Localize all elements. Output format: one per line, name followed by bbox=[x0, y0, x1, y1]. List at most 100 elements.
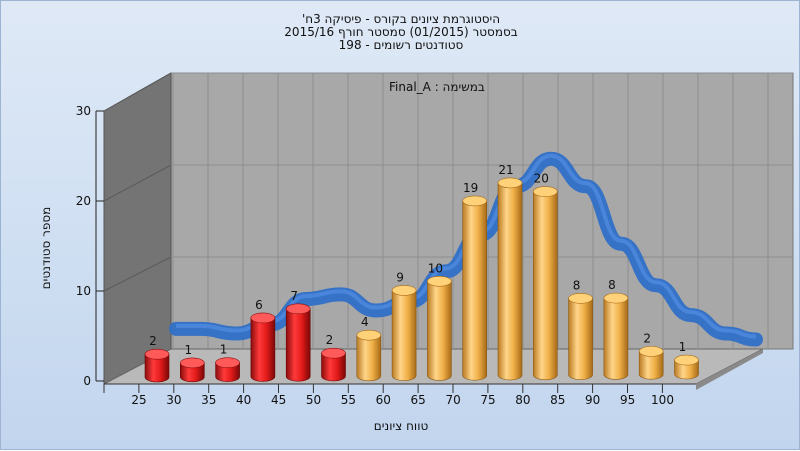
gridline-left-1 bbox=[103, 256, 172, 292]
bar-30: 1 bbox=[180, 343, 205, 383]
floor-edge bbox=[696, 349, 763, 390]
bar-body-80 bbox=[533, 191, 558, 381]
bar-top-50 bbox=[321, 347, 346, 359]
bar-body-85 bbox=[568, 298, 593, 380]
bar-40: 6 bbox=[250, 298, 276, 382]
bar-100: 1 bbox=[674, 340, 699, 380]
chart-title-line-3: סטודנטים רשומים - 198 bbox=[338, 38, 464, 52]
bar-top-40 bbox=[250, 312, 276, 324]
bar-60: 9 bbox=[391, 270, 417, 381]
bar-top-75 bbox=[497, 177, 523, 189]
bar-top-25 bbox=[144, 348, 170, 360]
chart-title-line-1: היסטוגרמת ציונים בקורס - פיסיקה 3ח' bbox=[301, 12, 501, 26]
data-label-85: 8 bbox=[573, 278, 581, 292]
x-tick-label-60: 60 bbox=[376, 393, 391, 407]
x-tick-label-65: 65 bbox=[411, 393, 426, 407]
data-label-30: 1 bbox=[184, 343, 192, 357]
y-axis-title: מספר סטודנטים bbox=[39, 206, 53, 290]
x-tick-label-35: 35 bbox=[201, 393, 216, 407]
bar-body-65 bbox=[427, 281, 452, 381]
y-tick-label-1: 10 bbox=[76, 284, 91, 298]
data-label-35: 1 bbox=[220, 343, 228, 357]
data-label-45: 7 bbox=[290, 289, 298, 303]
chart-title-line-2: בסמסטר (01/2015) סמסטר חורף 2015/16 bbox=[284, 25, 518, 39]
data-label-50: 2 bbox=[326, 333, 334, 347]
x-tick-label-85: 85 bbox=[550, 393, 565, 407]
x-axis: 25 30 35 40 45 50 55 60 65 70 75 80 85 90 95 100 bbox=[103, 383, 696, 407]
bar-90: 8 bbox=[603, 278, 629, 380]
bar-95: 2 bbox=[638, 331, 664, 380]
x-tick-label-100: 100 bbox=[651, 393, 674, 407]
data-label-80: 20 bbox=[534, 172, 549, 186]
bar-top-30 bbox=[180, 357, 205, 369]
bar-body-35 bbox=[215, 362, 240, 382]
bar-body-100 bbox=[674, 359, 699, 380]
data-label-65: 10 bbox=[428, 261, 443, 275]
bar-45: 7 bbox=[285, 289, 311, 382]
bar-body-75 bbox=[497, 182, 523, 381]
data-label-100: 1 bbox=[679, 340, 687, 354]
x-tick-label-90: 90 bbox=[585, 393, 600, 407]
bar-top-85 bbox=[568, 293, 593, 304]
x-tick-label-50: 50 bbox=[306, 393, 321, 407]
bar-top-100 bbox=[674, 354, 699, 366]
y-tick-label-2: 20 bbox=[76, 194, 91, 208]
data-label-40: 6 bbox=[255, 298, 263, 312]
bar-top-45 bbox=[285, 303, 311, 315]
bar-50: 2 bbox=[321, 333, 346, 382]
x-tick-label-95: 95 bbox=[620, 393, 635, 407]
bar-75: 21 bbox=[497, 163, 523, 381]
x-tick-label-55: 55 bbox=[341, 393, 356, 407]
bar-body-25 bbox=[144, 353, 170, 383]
x-tick-label-75: 75 bbox=[480, 393, 495, 407]
bar-top-55 bbox=[356, 329, 382, 341]
bar-top-60 bbox=[391, 285, 417, 296]
x-tick-label-40: 40 bbox=[236, 393, 251, 407]
bar-top-35 bbox=[215, 357, 240, 368]
bar-85: 8 bbox=[568, 278, 593, 380]
bar-80: 20 bbox=[532, 172, 558, 381]
bar-top-65 bbox=[427, 275, 452, 287]
bar-65: 10 bbox=[427, 261, 452, 381]
bar-body-90 bbox=[603, 297, 629, 380]
bar-top-90 bbox=[603, 292, 629, 304]
bar-body-30 bbox=[180, 362, 205, 383]
y-axis: 0 10 20 30 bbox=[76, 104, 104, 388]
gridline-left-3 bbox=[103, 72, 172, 112]
bar-body-45 bbox=[285, 308, 311, 382]
bar-top-95 bbox=[638, 346, 664, 357]
bar-top-80 bbox=[532, 186, 558, 197]
x-axis-title: טווח ציונים bbox=[373, 419, 429, 433]
bar-body-50 bbox=[321, 352, 346, 382]
bar-70: 19 bbox=[462, 181, 488, 381]
bar-body-40 bbox=[250, 317, 276, 382]
x-tick-label-25: 25 bbox=[131, 393, 146, 407]
data-label-90: 8 bbox=[608, 278, 616, 292]
x-tick-label-45: 45 bbox=[271, 393, 286, 407]
bar-55: 4 bbox=[356, 315, 382, 382]
bar-body-70 bbox=[462, 200, 487, 381]
data-label-55: 4 bbox=[361, 315, 369, 329]
bar-top-70 bbox=[462, 195, 488, 207]
x-tick-label-80: 80 bbox=[515, 393, 530, 407]
bar-body-95 bbox=[638, 351, 664, 380]
bar-35: 1 bbox=[215, 343, 240, 382]
gridline-left-2 bbox=[103, 164, 172, 202]
y-tick-label-3: 30 bbox=[76, 104, 91, 118]
data-label-95: 2 bbox=[643, 331, 651, 345]
x-tick-label-70: 70 bbox=[445, 393, 460, 407]
left-wall bbox=[103, 72, 172, 385]
data-label-70: 19 bbox=[463, 181, 478, 195]
y-tick-label-0: 0 bbox=[83, 374, 91, 388]
assignment-label: במשימה : Final_A bbox=[389, 80, 485, 94]
bar-25: 2 bbox=[144, 334, 170, 383]
bar-body-60 bbox=[391, 290, 417, 381]
data-label-25: 2 bbox=[149, 334, 157, 348]
x-tick-label-30: 30 bbox=[166, 393, 181, 407]
bar-body-55 bbox=[356, 334, 382, 382]
data-label-60: 9 bbox=[396, 270, 404, 284]
data-label-75: 21 bbox=[498, 163, 513, 177]
